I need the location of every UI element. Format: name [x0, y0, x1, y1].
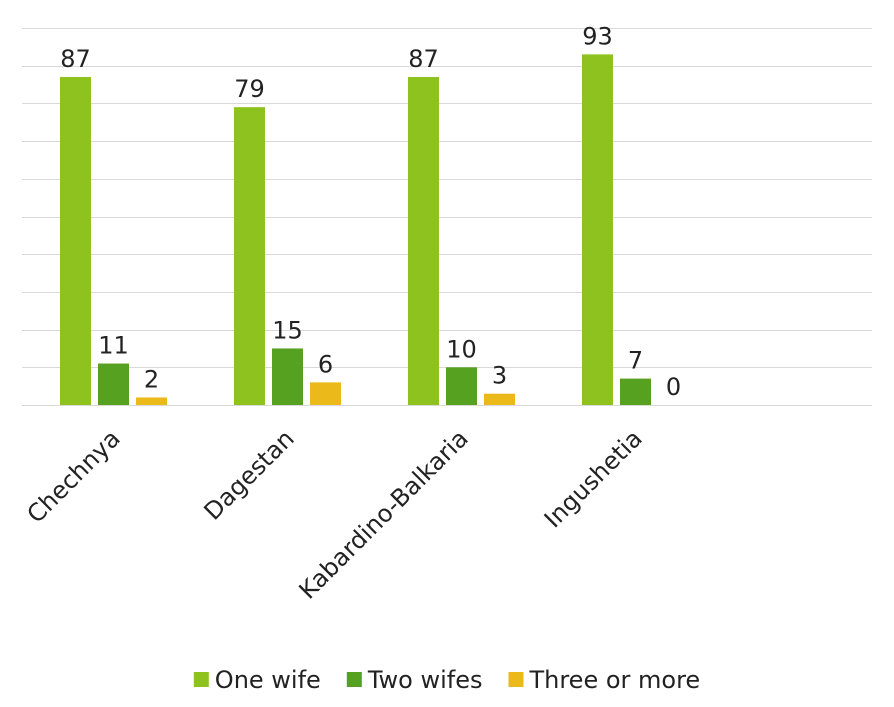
bar-kabardino-balkaria-two-wifes: [446, 367, 477, 405]
data-label-kabardino-balkaria-three-or-more: 3: [492, 362, 507, 390]
bars: [60, 54, 651, 406]
data-label-dagestan-one-wife: 79: [234, 75, 265, 103]
bar-chechnya-two-wifes: [98, 363, 129, 405]
legend-swatch-two-wifes: [346, 672, 362, 687]
legend-label-three-or-more: Three or more: [528, 666, 700, 694]
bar-kabardino-balkaria-one-wife: [408, 77, 439, 405]
legend-swatch-three-or-more: [508, 672, 524, 687]
data-label-ingushetia-three-or-more: 0: [666, 373, 681, 401]
legend-label-one-wife: One wife: [215, 666, 321, 694]
data-label-kabardino-balkaria-one-wife: 87: [408, 45, 439, 73]
bar-dagestan-one-wife: [234, 107, 265, 406]
data-label-ingushetia-two-wifes: 7: [628, 347, 643, 375]
bar-ingushetia-one-wife: [582, 54, 613, 405]
data-label-chechnya-one-wife: 87: [60, 45, 91, 73]
legend-swatch-one-wife: [193, 672, 209, 687]
x-tick-label-ingushetia: Ingushetia: [539, 424, 648, 533]
bar-dagestan-three-or-more: [310, 382, 341, 405]
gridlines: [22, 28, 872, 406]
legend: One wife Two wifes Three or more: [193, 666, 700, 694]
data-label-chechnya-three-or-more: 2: [144, 365, 159, 393]
bar-ingushetia-two-wifes: [620, 378, 651, 405]
data-label-dagestan-two-wifes: 15: [272, 316, 303, 344]
bar-chechnya-three-or-more: [136, 397, 167, 405]
x-tick-label-dagestan: Dagestan: [199, 424, 300, 525]
data-label-dagestan-three-or-more: 6: [318, 350, 333, 378]
bar-dagestan-two-wifes: [272, 348, 303, 405]
data-label-chechnya-two-wifes: 11: [98, 332, 129, 360]
x-tick-label-kabardino-balkaria: Kabardino-Balkaria: [294, 424, 474, 604]
data-label-kabardino-balkaria-two-wifes: 10: [446, 335, 477, 363]
legend-label-two-wifes: Two wifes: [367, 666, 483, 694]
data-label-ingushetia-one-wife: 93: [582, 22, 613, 50]
bar-chechnya-one-wife: [60, 77, 91, 405]
bar-kabardino-balkaria-three-or-more: [484, 393, 515, 405]
x-tick-label-chechnya: Chechnya: [22, 424, 126, 528]
